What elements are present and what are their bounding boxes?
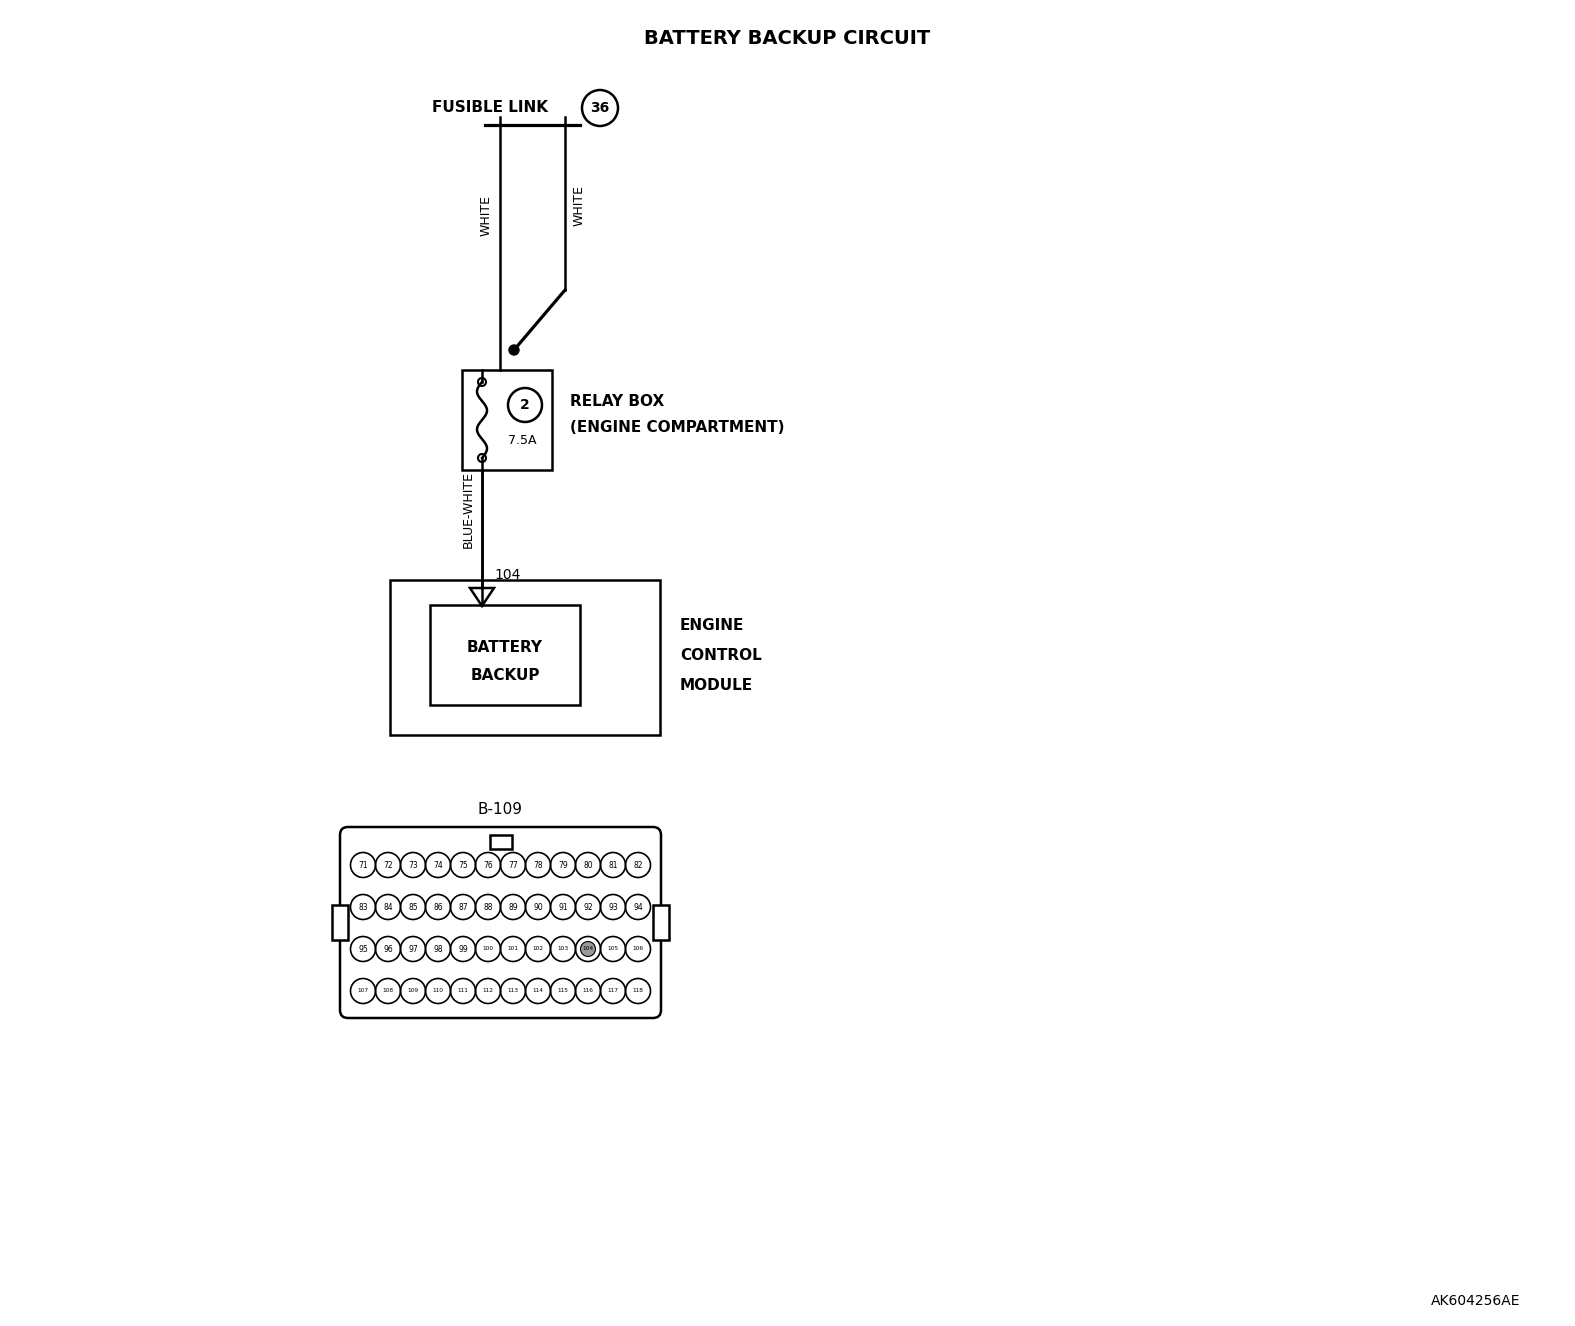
Text: 109: 109 (408, 988, 419, 993)
Text: 77: 77 (509, 861, 518, 870)
Text: 87: 87 (458, 903, 468, 911)
Text: 75: 75 (458, 861, 468, 870)
Text: 116: 116 (583, 988, 594, 993)
Text: B-109: B-109 (477, 802, 523, 818)
Text: 103: 103 (558, 947, 569, 952)
Text: MODULE: MODULE (680, 678, 753, 692)
Text: 81: 81 (608, 861, 617, 870)
Bar (461, 370, 551, 469)
Text: ENGINE: ENGINE (680, 618, 745, 633)
Bar (391, 579, 660, 735)
Text: 89: 89 (509, 903, 518, 911)
Text: 104: 104 (495, 568, 520, 582)
Text: 107: 107 (358, 988, 369, 993)
Text: 112: 112 (482, 988, 493, 993)
Circle shape (509, 345, 520, 355)
Text: 92: 92 (583, 903, 592, 911)
Text: 76: 76 (484, 861, 493, 870)
Text: 95: 95 (358, 944, 369, 953)
Text: 113: 113 (507, 988, 518, 993)
Text: 36: 36 (591, 101, 610, 115)
Text: BATTERY: BATTERY (468, 639, 543, 655)
Text: 84: 84 (383, 903, 392, 911)
Bar (490, 835, 512, 849)
Text: 91: 91 (558, 903, 569, 911)
Circle shape (581, 941, 595, 956)
Text: 74: 74 (433, 861, 443, 870)
Bar (430, 605, 580, 705)
Text: 71: 71 (358, 861, 369, 870)
Text: 72: 72 (383, 861, 392, 870)
Text: WHITE: WHITE (572, 184, 586, 225)
Text: CONTROL: CONTROL (680, 647, 762, 663)
Text: 85: 85 (408, 903, 417, 911)
Bar (654, 906, 669, 940)
Text: 79: 79 (558, 861, 569, 870)
Text: (ENGINE COMPARTMENT): (ENGINE COMPARTMENT) (570, 420, 784, 435)
Text: 97: 97 (408, 944, 417, 953)
Text: 2: 2 (520, 398, 529, 412)
Text: 93: 93 (608, 903, 617, 911)
Text: RELAY BOX: RELAY BOX (570, 395, 665, 410)
Text: 94: 94 (633, 903, 643, 911)
Text: BLUE-WHITE: BLUE-WHITE (461, 472, 474, 549)
Text: BATTERY BACKUP CIRCUIT: BATTERY BACKUP CIRCUIT (644, 28, 931, 48)
Text: 86: 86 (433, 903, 443, 911)
Text: 102: 102 (532, 947, 543, 952)
Text: BACKUP: BACKUP (471, 667, 540, 683)
Text: FUSIBLE LINK: FUSIBLE LINK (432, 101, 548, 115)
Text: 110: 110 (433, 988, 444, 993)
Text: 82: 82 (633, 861, 643, 870)
Text: 104: 104 (583, 947, 594, 952)
Text: AK604256AE: AK604256AE (1430, 1294, 1520, 1307)
Text: 80: 80 (583, 861, 592, 870)
Text: 98: 98 (433, 944, 443, 953)
Text: 99: 99 (458, 944, 468, 953)
Text: 115: 115 (558, 988, 569, 993)
Text: 73: 73 (408, 861, 417, 870)
Text: WHITE: WHITE (479, 195, 493, 236)
Text: 7.5A: 7.5A (507, 434, 536, 447)
Text: 111: 111 (458, 988, 468, 993)
Text: 118: 118 (633, 988, 644, 993)
Text: 106: 106 (633, 947, 644, 952)
Text: 101: 101 (507, 947, 518, 952)
Text: 78: 78 (534, 861, 543, 870)
Text: 117: 117 (608, 988, 619, 993)
Text: 108: 108 (383, 988, 394, 993)
Text: 96: 96 (383, 944, 392, 953)
Bar (332, 906, 348, 940)
Text: 100: 100 (482, 947, 493, 952)
Text: 114: 114 (532, 988, 543, 993)
Text: 83: 83 (358, 903, 369, 911)
Text: 88: 88 (484, 903, 493, 911)
Text: 105: 105 (608, 947, 619, 952)
Text: 90: 90 (532, 903, 543, 911)
